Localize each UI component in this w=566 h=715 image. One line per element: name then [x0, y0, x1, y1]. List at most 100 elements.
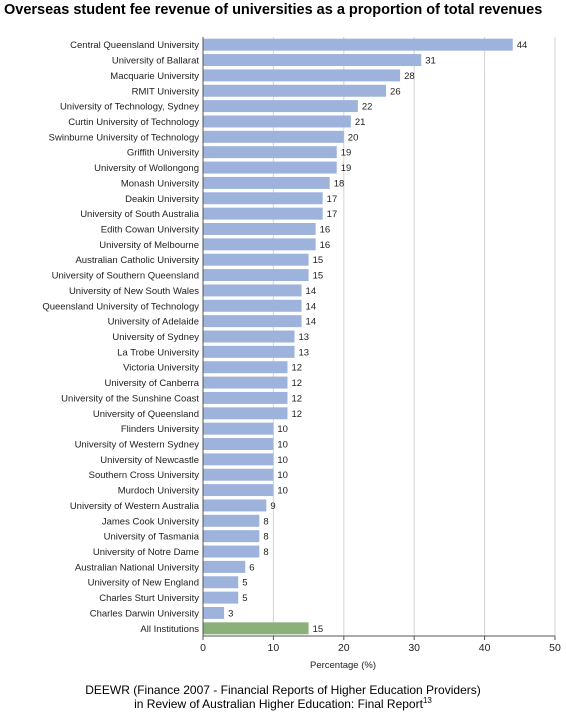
value-label: 17	[327, 194, 338, 205]
bar	[203, 315, 302, 328]
value-labels: 4431282622212019191817171616151514141413…	[228, 40, 527, 635]
bar	[203, 530, 260, 543]
bar	[203, 376, 288, 389]
category-label: Monash University	[121, 178, 199, 189]
value-label: 8	[263, 532, 268, 543]
category-labels: Central Queensland University University …	[42, 40, 199, 635]
value-label: 22	[362, 102, 373, 113]
value-label: 5	[242, 578, 247, 589]
bar	[203, 622, 309, 635]
category-label: Macquarie University	[110, 71, 199, 82]
bar	[203, 560, 246, 573]
x-tick-label: 40	[479, 642, 491, 654]
category-label: Deakin University	[125, 194, 199, 205]
category-label: University of Western Sydney	[75, 440, 200, 451]
category-label: University of New South Wales	[69, 286, 199, 297]
category-label: Edith Cowan University	[101, 224, 199, 235]
category-label: Griffith University	[127, 148, 199, 159]
bar	[203, 38, 513, 51]
bar	[203, 176, 330, 189]
bar	[203, 100, 358, 113]
bar	[203, 253, 309, 266]
category-label: University of Notre Dame	[93, 547, 199, 558]
bar	[203, 438, 274, 451]
value-label: 15	[313, 624, 324, 635]
value-label: 44	[517, 40, 528, 51]
bar	[203, 115, 351, 128]
value-label: 10	[277, 470, 288, 481]
bar	[203, 484, 274, 497]
value-label: 31	[425, 56, 436, 67]
value-label: 5	[242, 593, 247, 604]
bar	[203, 468, 274, 481]
category-label: University of Technology, Sydney	[60, 102, 199, 113]
value-label: 12	[291, 363, 302, 374]
value-label: 13	[299, 332, 310, 343]
category-label: University of Newcastle	[100, 455, 199, 466]
bar	[203, 499, 267, 512]
bar	[203, 69, 401, 82]
bar	[203, 161, 337, 174]
category-label: La Trobe University	[117, 347, 199, 358]
bars	[203, 38, 513, 635]
value-label: 16	[320, 240, 331, 251]
value-label: 14	[306, 317, 317, 328]
bar	[203, 207, 323, 220]
x-tick-label: 10	[268, 642, 280, 654]
x-tick-label: 20	[338, 642, 350, 654]
value-label: 12	[291, 409, 302, 420]
category-label: Charles Sturt University	[99, 593, 199, 604]
category-label: Central Queensland University	[70, 40, 199, 51]
source-line-2-text: in Review of Australian Higher Education…	[134, 697, 423, 711]
value-label: 8	[263, 516, 268, 527]
value-label: 12	[291, 378, 302, 389]
value-label: 6	[249, 562, 254, 573]
category-label: Murdoch University	[118, 486, 200, 497]
category-label: Swinburne University of Technology	[49, 132, 200, 143]
category-label: University of Southern Queensland	[52, 271, 199, 282]
bar	[203, 238, 316, 251]
category-label: Queensland University of Technology	[42, 301, 199, 312]
category-label: James Cook University	[102, 516, 199, 527]
source-line-1: DEEWR (Finance 2007 - Financial Reports …	[85, 683, 481, 697]
value-label: 19	[341, 163, 352, 174]
category-label: University of Adelaide	[108, 317, 199, 328]
x-tick-label: 0	[200, 642, 206, 654]
category-label: University of Wollongong	[94, 163, 199, 174]
category-label: All Institutions	[140, 624, 199, 635]
category-label: Curtin University of Technology	[68, 117, 199, 128]
category-label: University of Queensland	[93, 409, 199, 420]
x-axis: 0 10 20 30 40 50	[200, 37, 561, 654]
x-tick-label: 30	[408, 642, 420, 654]
bar	[203, 345, 295, 358]
category-label: RMIT University	[132, 86, 200, 97]
category-label: University of the Sunshine Coast	[61, 393, 199, 404]
chart-title: Overseas student fee revenue of universi…	[4, 2, 543, 18]
value-label: 15	[313, 255, 324, 266]
value-label: 14	[306, 301, 317, 312]
category-label: Southern Cross University	[89, 470, 200, 481]
value-label: 3	[228, 608, 233, 619]
value-label: 8	[263, 547, 268, 558]
bar	[203, 54, 422, 67]
bar	[203, 407, 288, 420]
bar	[203, 606, 225, 619]
bar	[203, 130, 344, 143]
value-label: 10	[277, 486, 288, 497]
bar	[203, 514, 260, 527]
category-label: University of Sydney	[112, 332, 199, 343]
category-label: University of Canberra	[104, 378, 199, 389]
value-label: 10	[277, 440, 288, 451]
x-tick-label: 50	[549, 642, 561, 654]
category-label: University of Melbourne	[99, 240, 199, 251]
bar	[203, 422, 274, 435]
value-label: 18	[334, 178, 345, 189]
bar	[203, 269, 309, 282]
value-label: 9	[270, 501, 275, 512]
bar	[203, 391, 288, 404]
bar	[203, 222, 316, 235]
category-label: Australian National University	[75, 562, 199, 573]
bar	[203, 576, 239, 589]
value-label: 28	[404, 71, 415, 82]
bar	[203, 361, 288, 374]
